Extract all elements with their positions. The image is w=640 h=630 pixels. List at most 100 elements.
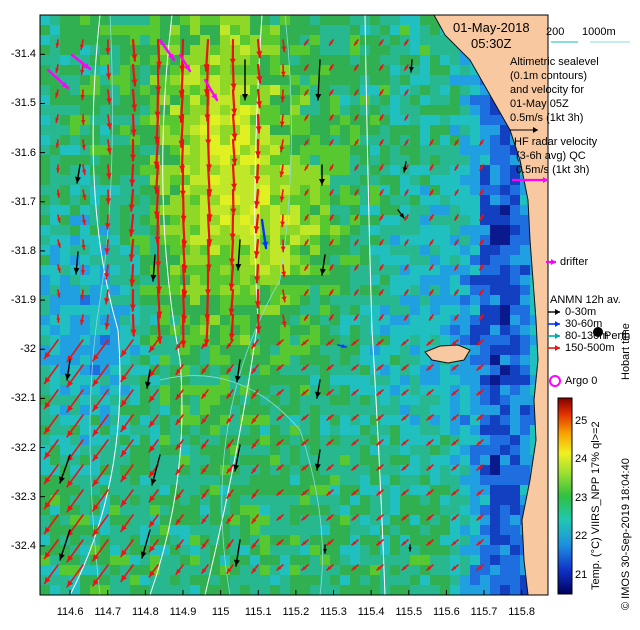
drifter-legend-arrow — [546, 259, 556, 265]
bathymetry-contour — [221, 15, 292, 595]
hf-radar-arrow — [476, 464, 484, 471]
hf-radar-arrow — [303, 289, 309, 296]
plot-frame — [39, 14, 549, 596]
hf-radar-arrow — [55, 114, 60, 123]
hf-radar-arrow — [106, 139, 112, 155]
hf-radar-arrow — [55, 64, 60, 73]
altimetric-arrow — [75, 164, 81, 184]
hf-radar-arrow — [92, 564, 109, 587]
hf-radar-arrow — [92, 489, 109, 512]
hf-radar-arrow — [403, 64, 409, 71]
hf-radar-arrow — [56, 314, 61, 323]
hf-radar-arrow — [476, 489, 484, 496]
hf-radar-arrow — [229, 213, 236, 241]
hf-radar-arrow — [276, 389, 284, 396]
anmn-30-60-arrow — [548, 321, 560, 327]
hf-radar-arrow — [55, 39, 60, 48]
hf-radar-arrow — [120, 539, 134, 558]
colorbar-tick: 21 — [575, 568, 588, 581]
altimetric-arrow — [233, 539, 241, 567]
hf-line-3: 0.5m/s (1kt 3h) — [516, 164, 590, 176]
altimetric-arrow — [59, 454, 71, 484]
hf-radar-arrow — [120, 389, 134, 408]
hf-radar-arrow — [454, 214, 459, 221]
hf-radar-arrow — [326, 564, 334, 571]
date-label: 01-May-2018 — [453, 20, 530, 35]
altimetric-arrow — [150, 254, 157, 282]
mooring-arrow — [337, 344, 347, 348]
hf-radar-arrow — [56, 289, 61, 298]
hobart-time-label: Hobart time — [620, 323, 632, 380]
y-tick-label: -31.9 — [10, 294, 36, 307]
colorbar-label: Temp. (°C) VIIRS_NPP 17% ql>=2 — [590, 421, 602, 590]
hf-radar-arrow — [326, 439, 334, 446]
hf-radar-arrow — [426, 564, 434, 571]
hf-radar-arrow — [226, 564, 234, 574]
hf-radar-arrow — [279, 164, 285, 178]
hf-radar-arrow — [451, 439, 459, 446]
hf-radar-arrow — [403, 289, 409, 296]
x-tick-label: 115.4 — [357, 606, 385, 618]
hf-radar-arrow — [279, 189, 285, 203]
hf-radar-arrow — [81, 139, 86, 151]
altimetric-arrow — [397, 209, 405, 219]
hf-radar-arrow — [276, 414, 284, 421]
hf-radar-arrow — [231, 113, 238, 141]
hf-radar-arrow — [105, 39, 111, 55]
altimetric-arrow — [315, 59, 322, 101]
altimetric-arrow — [233, 444, 241, 472]
hf-radar-arrow — [56, 164, 60, 173]
hf-radar-arrow — [156, 313, 163, 344]
hf-radar-arrow — [479, 139, 484, 146]
hf-radar-arrow — [66, 414, 84, 438]
hf-radar-arrow — [378, 289, 384, 296]
hf-radar-arrow — [304, 214, 309, 221]
hf-radar-arrow — [326, 489, 334, 496]
hf-radar-arrow — [326, 514, 334, 521]
hf-radar-arrow — [326, 364, 334, 371]
hf-radar-arrow — [328, 289, 334, 296]
altimetric-arrow — [323, 544, 327, 554]
hf-radar-arrow — [401, 339, 409, 346]
hf-radar-arrow — [378, 64, 384, 71]
hf-radar-arrow — [303, 64, 309, 71]
hf-radar-arrow — [200, 364, 209, 375]
land-area — [433, 15, 548, 595]
hf-radar-arrow — [255, 138, 262, 159]
hf-radar-arrow — [79, 314, 85, 326]
hf-radar-arrow — [251, 489, 259, 499]
hf-radar-arrow — [120, 364, 134, 383]
bathy-200-label: 200 — [546, 26, 565, 38]
hf-radar-arrow — [92, 439, 109, 462]
hf-radar-arrow — [379, 164, 384, 171]
hf-radar-arrow — [403, 314, 409, 321]
hf-radar-arrow — [43, 464, 59, 485]
bathymetry-contours — [89, 15, 323, 595]
hf-radar-arrow — [43, 364, 59, 385]
hf-radar-arrow — [476, 364, 484, 371]
hf-radar-arrow — [376, 339, 384, 346]
hf-radar-arrow — [251, 364, 259, 374]
x-tick-label: 115.5 — [395, 606, 423, 618]
colorbar-tick: 23 — [575, 491, 588, 504]
hf-radar-arrow — [251, 564, 259, 574]
hf-radar-arrow — [81, 239, 86, 251]
hf-radar-arrow — [326, 389, 334, 396]
hf-radar-arrow — [200, 539, 209, 550]
altimetric-line-4: 01-May 05Z — [510, 98, 569, 110]
hf-radar-arrow — [66, 489, 84, 513]
axis-ticks — [40, 53, 523, 595]
hf-radar-arrow — [253, 188, 260, 209]
hf-radar-arrow — [354, 239, 359, 246]
hf-radar-arrow — [401, 564, 409, 571]
x-tick-label: 115.3 — [320, 606, 347, 618]
hf-radar-arrow — [476, 439, 484, 446]
hf-radar-arrow — [120, 339, 134, 358]
hf-radar-arrow — [66, 539, 84, 563]
colorbar-tick: 25 — [575, 415, 588, 428]
anmn-item-2: 80-130m — [565, 330, 609, 342]
hf-radar-arrow — [403, 89, 409, 96]
hf-radar-arrow — [426, 539, 434, 546]
hf-radar-arrow — [106, 89, 112, 105]
